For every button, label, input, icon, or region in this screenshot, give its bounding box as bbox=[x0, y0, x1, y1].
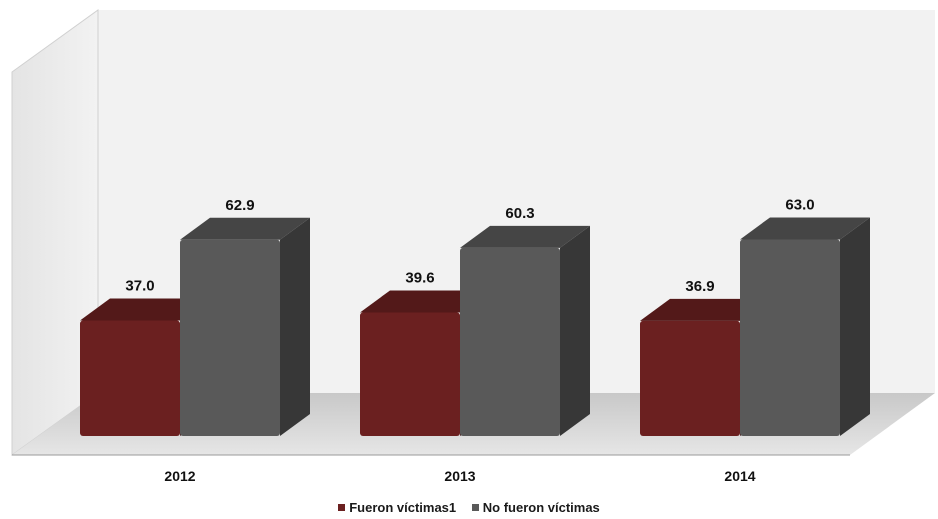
data-label-2014-series-1: 36.9 bbox=[685, 278, 714, 295]
bar-2012-series-2 bbox=[180, 217, 310, 436]
legend-label-series-2: No fueron víctimas bbox=[482, 500, 600, 515]
data-label-2013-series-1: 39.6 bbox=[405, 269, 434, 286]
legend-item-series-1: Fueron víctimas1 bbox=[338, 500, 456, 515]
data-label-2012-series-1: 37.0 bbox=[125, 278, 154, 295]
data-label-2012-series-2: 62.9 bbox=[225, 197, 254, 214]
legend-item-series-2: No fueron víctimas bbox=[471, 500, 600, 515]
x-tick-label-2013: 2013 bbox=[444, 468, 475, 484]
bars-layer bbox=[80, 217, 870, 436]
labels-layer: 37.0 62.9 2012 39.6 60.3 2013 36.9 63.0 2014 bbox=[125, 196, 814, 484]
x-tick-label-2014: 2014 bbox=[724, 468, 755, 484]
legend-swatch-series-1 bbox=[338, 504, 346, 511]
legend-swatch-series-2 bbox=[471, 504, 479, 511]
data-label-2014-series-2: 63.0 bbox=[785, 196, 814, 213]
x-tick-label-2012: 2012 bbox=[164, 468, 195, 484]
bar-2013-series-2 bbox=[460, 225, 590, 436]
chart-legend: Fueron víctimas1 No fueron víctimas bbox=[0, 499, 938, 515]
data-label-2013-series-2: 60.3 bbox=[505, 205, 534, 222]
legend-label-series-1: Fueron víctimas1 bbox=[349, 500, 457, 515]
bar-2014-series-2 bbox=[740, 217, 870, 436]
